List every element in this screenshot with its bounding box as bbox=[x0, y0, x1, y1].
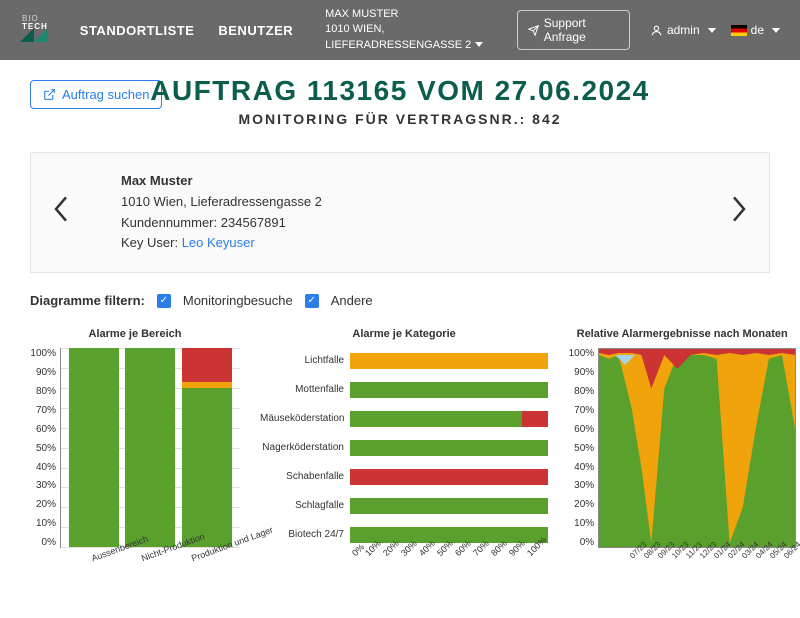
location-selector[interactable]: MAX MUSTER 1010 WIEN, LIEFERADRESSENGASS… bbox=[325, 7, 517, 53]
chart2-xaxis: 0%10%20%30%40%50%60%70%80%90%100% bbox=[260, 551, 548, 561]
keyuser-link[interactable]: Leo Keyuser bbox=[182, 235, 255, 250]
chevron-down-icon bbox=[475, 42, 483, 47]
chart3-xaxis: 07/2308/2309/2310/2311/2312/2301/2402/24… bbox=[598, 554, 796, 563]
chart-relative-alarm: Relative Alarmergebnisse nach Monaten 10… bbox=[568, 328, 796, 578]
main-content: Auftrag suchen AUFTRAG 113165 VOM 27.06.… bbox=[0, 60, 800, 618]
chart3-yaxis: 100%90%80%70%60%50%40%30%20%10%0% bbox=[568, 348, 598, 548]
chevron-down-icon bbox=[708, 28, 716, 33]
filter-row: Diagramme filtern: ✓ Monitoringbesuche ✓… bbox=[30, 293, 770, 308]
chart2-plot: LichtfalleMottenfalleMäuseköderstationNa… bbox=[260, 348, 548, 547]
filter-andere-checkbox[interactable]: ✓ bbox=[305, 294, 319, 308]
customer-info: Max Muster 1010 Wien, Lieferadressengass… bbox=[121, 171, 719, 254]
charts-row: Alarme je Bereich 100%90%80%70%60%50%40%… bbox=[30, 328, 770, 578]
chart1-yaxis: 100%90%80%70%60%50%40%30%20%10%0% bbox=[30, 348, 60, 548]
next-arrow[interactable] bbox=[719, 194, 749, 231]
user-menu[interactable]: admin bbox=[650, 23, 716, 37]
chart-alarme-bereich: Alarme je Bereich 100%90%80%70%60%50%40%… bbox=[30, 328, 240, 578]
language-menu[interactable]: de bbox=[731, 23, 780, 37]
filter-monitoring-checkbox[interactable]: ✓ bbox=[157, 294, 171, 308]
customer-card: Max Muster 1010 Wien, Lieferadressengass… bbox=[30, 152, 770, 273]
external-link-icon bbox=[43, 88, 56, 101]
logo[interactable]: BIO TECH bbox=[20, 18, 48, 42]
user-icon bbox=[650, 24, 663, 37]
chart3-plot bbox=[598, 348, 796, 548]
chart1-xaxis: AussenbereichNicht-ProduktionProduktion … bbox=[60, 554, 240, 564]
search-order-button[interactable]: Auftrag suchen bbox=[30, 80, 162, 109]
chart1-plot bbox=[60, 348, 240, 548]
paper-plane-icon bbox=[528, 24, 539, 37]
nav-standortliste[interactable]: STANDORTLISTE bbox=[68, 23, 207, 38]
nav-benutzer[interactable]: BENUTZER bbox=[206, 23, 305, 38]
chevron-down-icon bbox=[772, 28, 780, 33]
support-button[interactable]: Support Anfrage bbox=[517, 10, 629, 50]
topbar: BIO TECH STANDORTLISTE BENUTZER MAX MUST… bbox=[0, 0, 800, 60]
chart-alarme-kategorie: Alarme je Kategorie LichtfalleMottenfall… bbox=[260, 328, 548, 578]
prev-arrow[interactable] bbox=[51, 194, 81, 231]
flag-de-icon bbox=[731, 25, 747, 36]
